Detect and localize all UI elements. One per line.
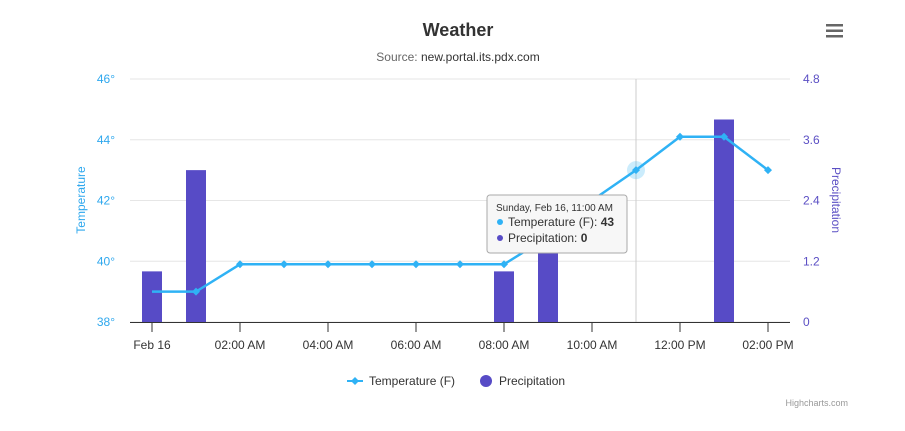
legend-item-precipitation[interactable]: Precipitation — [480, 374, 565, 388]
tooltip-precip-dot — [497, 235, 503, 241]
tooltip-box — [486, 194, 628, 254]
chart-title: Weather — [423, 20, 494, 40]
temperature-point[interactable] — [500, 260, 508, 269]
precipitation-bar[interactable] — [714, 119, 734, 323]
temperature-point[interactable] — [720, 132, 728, 141]
legend-precipitation-marker-icon — [480, 375, 492, 387]
right-tick-label: 0 — [803, 315, 810, 329]
right-axis-ticks: 0 1.2 2.4 3.6 4.8 — [803, 72, 820, 329]
right-tick-label: 2.4 — [803, 194, 820, 208]
temperature-point[interactable] — [456, 260, 464, 269]
right-tick-label: 3.6 — [803, 133, 820, 147]
left-tick-label: 42° — [97, 194, 115, 208]
x-tick-label: 02:00 PM — [742, 338, 793, 352]
x-tick-label: 06:00 AM — [391, 338, 442, 352]
left-tick-label: 40° — [97, 254, 115, 268]
subtitle-source: new.portal.its.pdx.com — [421, 50, 540, 64]
temperature-point[interactable] — [764, 166, 772, 175]
tooltip-temp-value: 43 — [601, 215, 615, 229]
right-tick-label: 1.2 — [803, 254, 820, 268]
tooltip-temp-dot — [497, 219, 503, 225]
temperature-point[interactable] — [192, 287, 200, 296]
precipitation-bar[interactable] — [142, 271, 162, 322]
left-axis-title: Temperature — [74, 166, 88, 234]
legend-item-temperature[interactable]: Temperature (F) — [347, 374, 455, 388]
tooltip-temp-label: Temperature (F): — [508, 215, 601, 229]
precipitation-bar[interactable] — [494, 271, 514, 322]
precipitation-bars — [142, 119, 734, 323]
temperature-point[interactable] — [412, 260, 420, 269]
x-axis-ticks: Feb 16 02:00 AM 04:00 AM 06:00 AM 08:00 AM 10… — [133, 322, 794, 352]
legend-temperature-marker-icon — [351, 377, 359, 385]
temperature-line — [152, 135, 769, 293]
tooltip-temp-line: Temperature (F): 43 — [508, 215, 614, 229]
left-tick-label: 44° — [97, 133, 115, 147]
precipitation-bar[interactable] — [186, 170, 206, 322]
left-axis-ticks: 38° 40° 42° 44° 46° — [97, 72, 115, 329]
x-tick-label: 04:00 AM — [303, 338, 354, 352]
grid-lines — [130, 78, 790, 323]
right-tick-label: 4.8 — [803, 72, 820, 86]
tooltip: Sunday, Feb 16, 11:00 AM Temperature (F)… — [486, 194, 628, 254]
x-tick-label: Feb 16 — [133, 338, 171, 352]
x-tick-label: 10:00 AM — [567, 338, 618, 352]
temperature-point[interactable] — [324, 260, 332, 269]
temperature-point[interactable] — [236, 260, 244, 269]
temperature-point[interactable] — [280, 260, 288, 269]
chart-subtitle: Source: new.portal.its.pdx.com — [376, 50, 539, 64]
temperature-point[interactable] — [368, 260, 376, 269]
legend: Temperature (F) Precipitation — [347, 374, 565, 388]
legend-temperature-label: Temperature (F) — [369, 374, 455, 388]
subtitle-prefix: Source: — [376, 50, 421, 64]
hamburger-menu-icon[interactable] — [820, 18, 850, 44]
precipitation-bar[interactable] — [538, 248, 558, 322]
x-tick-label: 02:00 AM — [215, 338, 266, 352]
temperature-point[interactable] — [676, 132, 684, 141]
tooltip-precip-line: Precipitation: 0 — [508, 231, 588, 245]
temperature-point[interactable] — [632, 166, 640, 175]
tooltip-precip-value: 0 — [581, 231, 588, 245]
x-tick-label: 08:00 AM — [479, 338, 530, 352]
x-tick-label: 12:00 PM — [654, 338, 705, 352]
tooltip-header: Sunday, Feb 16, 11:00 AM — [496, 203, 613, 214]
credits-link[interactable]: Highcharts.com — [785, 398, 848, 408]
left-tick-label: 38° — [97, 315, 115, 329]
legend-precipitation-label: Precipitation — [499, 374, 565, 388]
left-tick-label: 46° — [97, 72, 115, 86]
temperature-series — [152, 132, 772, 296]
right-axis-title: Precipitation — [829, 167, 843, 233]
tooltip-precip-label: Precipitation: — [508, 231, 581, 245]
